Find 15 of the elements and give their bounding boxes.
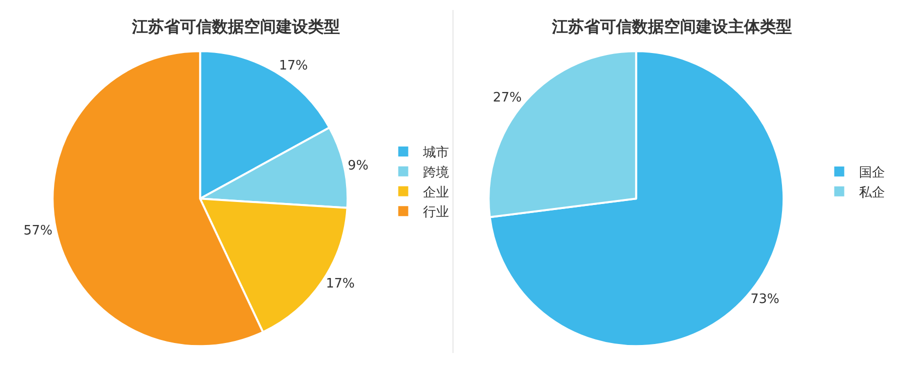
legend-label: 国企	[859, 166, 886, 181]
chart-title: 江苏省可信数据空间建设主体类型	[551, 17, 792, 36]
pie-slice	[488, 50, 784, 347]
data-label: 17%	[326, 276, 355, 292]
data-label: 57%	[24, 224, 52, 239]
data-label: 17%	[278, 58, 308, 74]
data-label: 9%	[348, 158, 368, 174]
legend-label: 企业	[423, 185, 450, 200]
legend-label: 跨境	[423, 164, 450, 180]
chart-title: 江苏省可信数据空间建设类型	[131, 17, 340, 36]
legend-label: 城市	[422, 146, 450, 161]
legend-label: 行业	[423, 205, 450, 220]
legend-label: 私企	[859, 185, 886, 200]
data-label: 73%	[750, 292, 780, 307]
data-label: 27%	[492, 90, 522, 106]
